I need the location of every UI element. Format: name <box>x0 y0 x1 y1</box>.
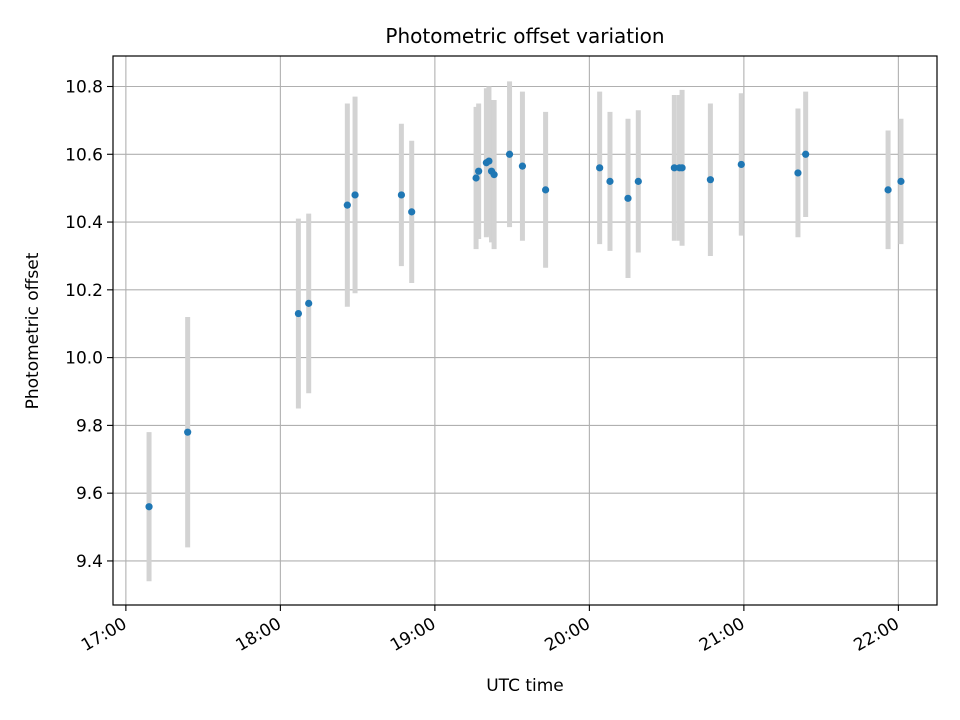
x-axis-ticks: 17:00 18:00 19:00 20:00 21:00 22:00 <box>78 605 903 656</box>
data-point <box>706 176 715 184</box>
data-point <box>485 157 493 165</box>
data-point <box>670 164 678 172</box>
data-point <box>802 150 810 158</box>
data-point <box>397 191 405 199</box>
x-tick-label: 22:00 <box>850 614 902 656</box>
data-point <box>294 309 302 318</box>
data-point <box>794 169 802 177</box>
x-tick-label: 19:00 <box>387 614 439 656</box>
plot-area-frame <box>112 55 938 606</box>
data-point <box>472 174 480 182</box>
y-tick-label: 10.6 <box>65 145 103 165</box>
y-tick-label: 9.6 <box>76 484 103 504</box>
x-tick-label: 18:00 <box>232 614 284 656</box>
data-point <box>634 177 642 185</box>
data-point <box>343 201 351 209</box>
data-point <box>678 164 686 172</box>
x-axis-label: UTC time <box>486 676 564 696</box>
y-tick-label: 9.8 <box>76 416 103 436</box>
data-point <box>475 167 483 175</box>
y-axis-label: Photometric offset <box>23 252 43 409</box>
data-point <box>624 194 632 202</box>
data-points <box>145 150 905 511</box>
data-point <box>884 186 892 194</box>
y-tick-label: 10.2 <box>65 281 103 301</box>
data-point <box>145 503 153 511</box>
data-point <box>408 208 416 216</box>
data-point <box>606 177 614 185</box>
y-tick-label: 9.4 <box>76 552 103 572</box>
data-point <box>518 162 527 170</box>
data-point <box>897 177 905 185</box>
x-tick-label: 21:00 <box>696 614 748 656</box>
error-bars <box>146 81 904 582</box>
y-tick-label: 10.4 <box>65 213 103 233</box>
data-point <box>351 191 359 199</box>
y-axis-ticks: 9.4 9.6 9.8 10.0 10.2 10.4 10.6 10.8 <box>65 78 113 572</box>
y-tick-label: 10.8 <box>65 78 103 98</box>
chart-title: Photometric offset variation <box>385 24 664 48</box>
data-point <box>490 171 498 179</box>
data-point <box>737 160 745 169</box>
y-tick-label: 10.0 <box>65 349 103 369</box>
x-tick-label: 17:00 <box>78 614 130 656</box>
data-point <box>542 186 550 194</box>
data-point <box>505 150 514 158</box>
grid-lines <box>113 56 937 605</box>
x-tick-label: 20:00 <box>541 614 593 656</box>
data-point <box>184 428 192 436</box>
data-point <box>305 299 313 307</box>
data-point <box>596 164 604 172</box>
